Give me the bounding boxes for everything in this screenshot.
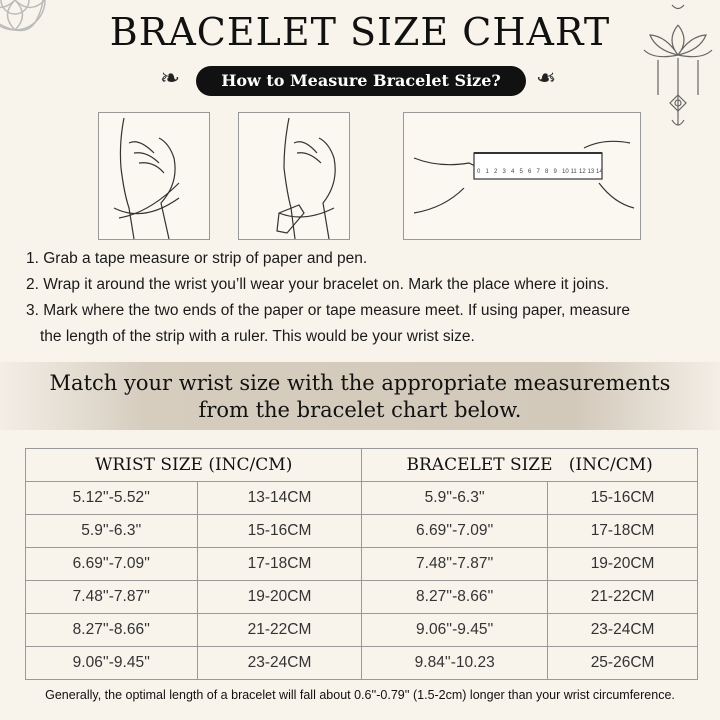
ruler-number: 1 xyxy=(486,169,490,175)
header-bracelet-size: BRACELET SIZE (INC/CM) xyxy=(361,448,698,482)
bracelet-cm-cell: 15-16CM xyxy=(547,481,698,515)
bracelet-cm-cell: 17-18CM xyxy=(547,514,698,548)
step-3-continued: the length of the strip with a ruler. Th… xyxy=(40,328,475,345)
table-row: 9.06''-9.45'' 23-24CM 9.84''-10.23 25-26CM xyxy=(25,646,698,680)
wrist-cm-cell: 21-22CM xyxy=(196,613,363,647)
ruler-number: 9 xyxy=(554,169,558,175)
ruler-number: 14 xyxy=(596,169,603,175)
bracelet-inch-cell: 9.84''-10.23 xyxy=(361,646,549,680)
ruler-number: 6 xyxy=(528,169,532,175)
bracelet-inch-cell: 5.9''-6.3'' xyxy=(361,481,549,515)
sizing-note: Generally, the optimal length of a brace… xyxy=(45,688,675,702)
ruler-number: 8 xyxy=(545,169,549,175)
ruler-number: 12 xyxy=(579,169,586,175)
flourish-right-icon: ❧ xyxy=(536,65,557,92)
page-title: BRACELET SIZE CHART xyxy=(109,10,611,54)
bracelet-inch-cell: 7.48''-7.87'' xyxy=(361,547,549,581)
ruler-number: 7 xyxy=(537,169,541,175)
bracelet-inch-cell: 8.27''-8.66'' xyxy=(361,580,549,614)
ruler-number: 11 xyxy=(571,169,578,175)
wrist-cm-cell: 17-18CM xyxy=(196,547,363,581)
wrist-inch-cell: 9.06''-9.45'' xyxy=(25,646,198,680)
table-row: 8.27''-8.66'' 21-22CM 9.06''-9.45'' 23-24CM xyxy=(25,613,698,647)
step-1: 1. Grab a tape measure or strip of paper… xyxy=(26,250,368,267)
wrist-cm-cell: 19-20CM xyxy=(196,580,363,614)
hand-pen-icon xyxy=(276,117,336,240)
wrist-cm-cell: 13-14CM xyxy=(196,481,363,515)
table-row: 7.48''-7.87'' 19-20CM 8.27''-8.66'' 21-22CM xyxy=(25,580,698,614)
illustration-hand-mark xyxy=(238,112,350,240)
ruler-number: 10 xyxy=(562,169,569,175)
instruction-banner: Match your wrist size with the appropria… xyxy=(0,362,720,430)
wrist-inch-cell: 5.9''-6.3'' xyxy=(25,514,198,548)
banner-line-2: from the bracelet chart below. xyxy=(198,398,522,422)
ruler-number: 3 xyxy=(503,169,507,175)
step-3: 3. Mark where the two ends of the paper … xyxy=(26,302,630,319)
bracelet-inch-cell: 6.69''-7.09'' xyxy=(361,514,549,548)
illustration-hand-tape xyxy=(98,112,210,240)
wrist-cm-cell: 15-16CM xyxy=(196,514,363,548)
bracelet-inch-cell: 9.06''-9.45'' xyxy=(361,613,549,647)
illustration-ruler: 0 1 2 3 4 5 6 7 8 9 10 11 12 13 14 xyxy=(403,112,641,240)
bracelet-cm-cell: 23-24CM xyxy=(547,613,698,647)
bracelet-cm-cell: 19-20CM xyxy=(547,547,698,581)
flourish-left-icon: ❧ xyxy=(160,65,181,92)
ruler-number: 4 xyxy=(511,169,515,175)
table-row: 6.69''-7.09'' 17-18CM 7.48''-7.87'' 19-20CM xyxy=(25,547,698,581)
hand-measuring-icon xyxy=(113,117,180,240)
table-row: 5.12''-5.52'' 13-14CM 5.9''-6.3'' 15-16CM xyxy=(25,481,698,515)
measurement-steps: 1. Grab a tape measure or strip of paper… xyxy=(26,246,630,350)
wrist-inch-cell: 6.69''-7.09'' xyxy=(25,547,198,581)
size-chart-table: WRIST SIZE (INC/CM) BRACELET SIZE (INC/C… xyxy=(24,448,698,680)
lotus-hanging-decoration-icon xyxy=(643,4,713,126)
subtitle-badge: How to Measure Bracelet Size? xyxy=(196,66,526,96)
wrist-cm-cell: 23-24CM xyxy=(196,646,363,680)
header-wrist-size: WRIST SIZE (INC/CM) xyxy=(24,448,363,482)
step-2: 2. Wrap it around the wrist you’ll wear … xyxy=(26,276,609,293)
ruler-number: 2 xyxy=(494,169,498,175)
mandala-decoration-icon xyxy=(0,0,46,32)
table-row: 5.9''-6.3'' 15-16CM 6.69''-7.09'' 17-18CM xyxy=(25,514,698,548)
ruler-number: 0 xyxy=(477,169,481,175)
ruler-measuring-icon: 0 1 2 3 4 5 6 7 8 9 10 11 12 13 14 xyxy=(413,140,635,214)
wrist-inch-cell: 7.48''-7.87'' xyxy=(25,580,198,614)
wrist-inch-cell: 5.12''-5.52'' xyxy=(25,481,198,515)
banner-line-1: Match your wrist size with the appropria… xyxy=(49,371,671,395)
ruler-number: 13 xyxy=(588,169,595,175)
wrist-inch-cell: 8.27''-8.66'' xyxy=(25,613,198,647)
bracelet-cm-cell: 25-26CM xyxy=(547,646,698,680)
bracelet-cm-cell: 21-22CM xyxy=(547,580,698,614)
ruler-number: 5 xyxy=(520,169,524,175)
